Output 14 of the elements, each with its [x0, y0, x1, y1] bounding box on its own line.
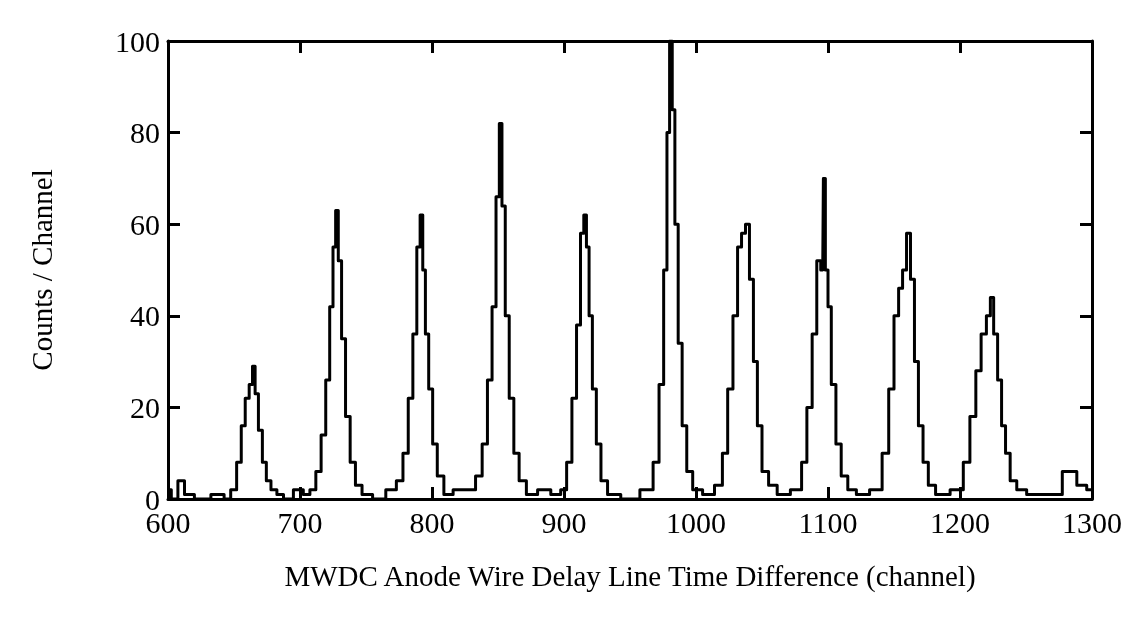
x-tick-label: 1300: [1062, 505, 1122, 539]
y-tick-label: 100: [115, 24, 160, 58]
x-tick-label: 1200: [930, 505, 990, 539]
x-tick-label: 1000: [666, 505, 726, 539]
y-tick-label: 80: [130, 116, 160, 150]
x-tick-label: 1100: [798, 505, 858, 539]
x-axis-title: MWDC Anode Wire Delay Line Time Difference (channel): [284, 559, 976, 593]
y-tick-label: 60: [130, 207, 160, 241]
x-tick-label: 700: [277, 505, 323, 539]
x-tick-label: 900: [541, 505, 587, 539]
y-tick-label: 20: [130, 390, 160, 424]
y-tick-label: 40: [130, 299, 160, 333]
y-axis-title: Counts / Channel: [25, 169, 58, 371]
x-tick-label: 800: [409, 505, 455, 539]
